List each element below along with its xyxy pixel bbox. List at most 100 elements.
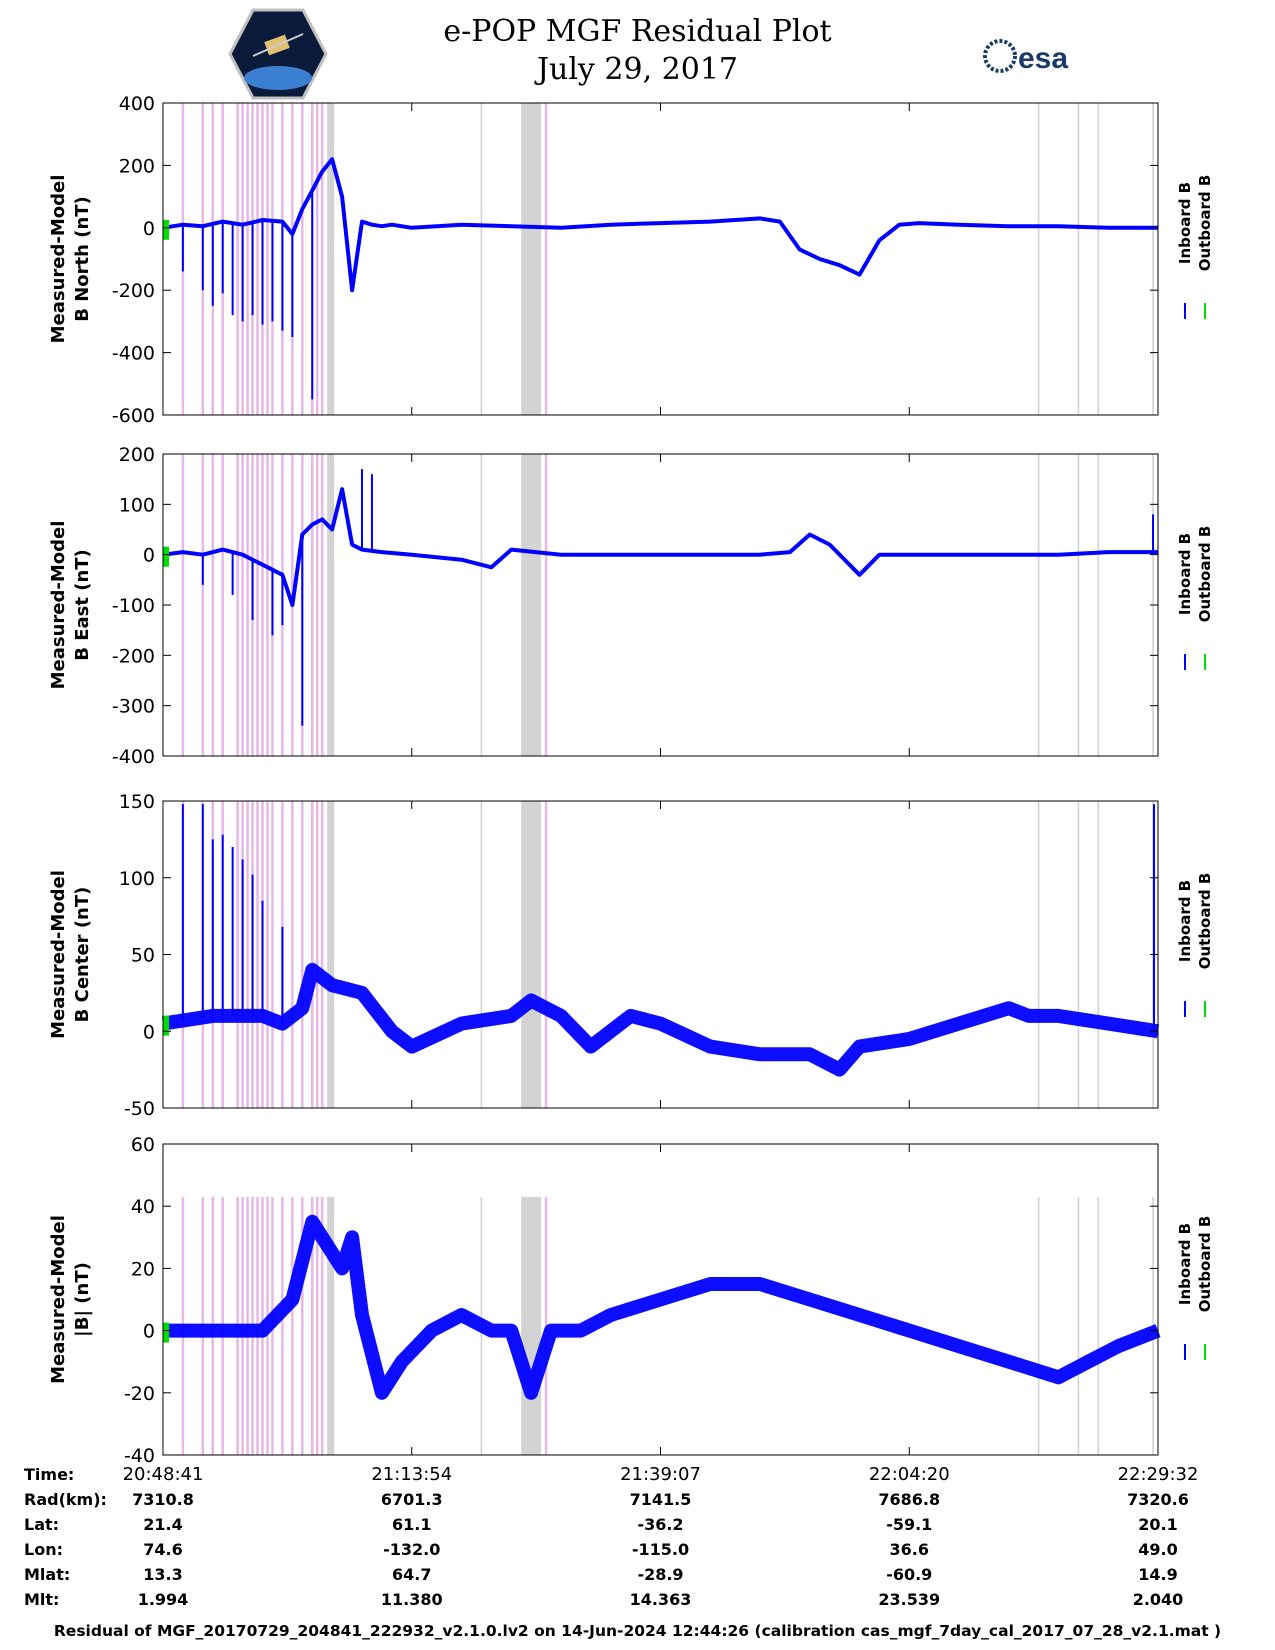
y-tick-label: 0	[143, 218, 155, 240]
legend: Inboard B Outboard B	[1176, 873, 1214, 970]
gray-band-block	[327, 1196, 335, 1455]
axis-cell-value: 14.363	[630, 1590, 692, 1609]
axis-cell-value: 20:48:41	[123, 1464, 204, 1485]
axis-row-label: Lon:	[24, 1540, 63, 1559]
y-axis-label: Measured-Model |B| (nT)	[48, 1215, 93, 1384]
axis-row-label: Mlat:	[24, 1565, 70, 1584]
legend: Inboard B Outboard B	[1176, 526, 1214, 623]
axis-cell-value: -132.0	[383, 1540, 440, 1559]
legend: Inboard B Outboard B	[1176, 1216, 1214, 1313]
y-tick-label: 400	[119, 93, 155, 115]
axis-cell-value: 7320.6	[1127, 1490, 1189, 1509]
axis-cell-value: 6701.3	[381, 1490, 443, 1509]
y-axis-label-line: B North (nT)	[72, 196, 93, 322]
legend-entry: Outboard B	[1196, 873, 1214, 970]
y-tick-label: 100	[119, 494, 155, 516]
axis-row-label: Lat:	[24, 1515, 59, 1534]
series-line-inboard	[162, 157, 1158, 293]
y-tick-label: 60	[131, 1134, 155, 1156]
y-tick-label: 50	[131, 945, 155, 967]
y-tick-label: 0	[143, 1021, 155, 1043]
y-axis-label-line: |B| (nT)	[72, 1262, 93, 1337]
footer-caption: Residual of MGF_20170729_204841_222932_v…	[53, 1622, 1222, 1640]
legend-entry: Outboard B	[1196, 1216, 1214, 1313]
axis-cell-value: -28.9	[637, 1565, 683, 1584]
axis-cell-value: 21:13:54	[371, 1464, 452, 1485]
axis-cell-value: 11.380	[381, 1590, 443, 1609]
y-axis-label: Measured-Model B East (nT)	[48, 521, 93, 690]
axis-cell-value: 36.6	[890, 1540, 929, 1559]
axis-cell-value: 64.7	[392, 1565, 431, 1584]
axis-cell-value: 61.1	[392, 1515, 431, 1534]
series-line-inboard	[162, 487, 1158, 607]
y-tick-label: 200	[119, 444, 155, 466]
axis-cell-value: 49.0	[1138, 1540, 1177, 1559]
series-line-inboard	[163, 1214, 1161, 1400]
y-tick-label: 150	[119, 791, 155, 813]
y-tick-label: -40	[124, 1445, 155, 1467]
legend-entry: Inboard B	[1176, 533, 1194, 615]
axis-cell-value: 1.994	[138, 1590, 189, 1609]
title-line2: July 29, 2017	[536, 52, 739, 87]
axis-cell-value: -36.2	[637, 1515, 683, 1534]
y-tick-label: 0	[143, 545, 155, 567]
y-axis-label-line: Measured-Model	[48, 175, 69, 344]
axis-cell-value: 2.040	[1133, 1590, 1184, 1609]
axis-cell-value: 74.6	[143, 1540, 182, 1559]
y-tick-label: 40	[131, 1196, 155, 1218]
y-axis-label-line: B East (nT)	[72, 549, 93, 661]
y-tick-label: 0	[143, 1321, 155, 1343]
y-axis-label-line: Measured-Model	[48, 521, 69, 690]
axis-row-label: Mlt:	[24, 1590, 59, 1609]
gray-band-block	[327, 103, 335, 415]
y-tick-label: -200	[112, 280, 155, 302]
gray-band-block	[521, 801, 542, 1108]
axis-cell-value: 14.9	[1138, 1565, 1177, 1584]
gray-band-block	[521, 103, 542, 415]
y-tick-label: -100	[112, 595, 155, 617]
legend-entry: Outboard B	[1196, 175, 1214, 272]
legend-entry: Inboard B	[1176, 1223, 1194, 1305]
axis-cell-value: -115.0	[632, 1540, 689, 1559]
gray-band-block	[521, 454, 542, 756]
axis-cell-value: 21:39:07	[620, 1464, 701, 1485]
y-axis-label-line: B Center (nT)	[72, 887, 93, 1023]
legend: Inboard B Outboard B	[1176, 175, 1214, 272]
axis-row-label: Time:	[24, 1465, 74, 1484]
y-tick-label: -400	[112, 343, 155, 365]
y-tick-label: -300	[112, 696, 155, 718]
legend-entry: Outboard B	[1196, 526, 1214, 623]
y-axis-label: Measured-Model B Center (nT)	[48, 870, 93, 1039]
axis-cell-value: 22:29:32	[1118, 1464, 1199, 1485]
axis-cell-value: -59.1	[886, 1515, 932, 1534]
y-tick-label: -50	[124, 1098, 155, 1120]
y-tick-label: -20	[124, 1383, 155, 1405]
svg-text:esa: esa	[1018, 42, 1068, 75]
y-tick-label: -600	[112, 405, 155, 427]
axis-cell-value: 21.4	[143, 1515, 182, 1534]
series-line-inboard	[161, 962, 1160, 1077]
y-axis-label-line: Measured-Model	[48, 870, 69, 1039]
axis-cell-value: 7141.5	[630, 1490, 692, 1509]
esa-logo: esa	[983, 39, 1068, 75]
y-tick-label: 20	[131, 1258, 155, 1280]
y-tick-label: -200	[112, 645, 155, 667]
y-tick-label: 200	[119, 155, 155, 177]
title-line1: e-POP MGF Residual Plot	[443, 14, 832, 49]
gray-band-block	[327, 454, 335, 756]
axis-cell-value: 7310.8	[132, 1490, 194, 1509]
legend-entry: Inboard B	[1176, 182, 1194, 264]
y-axis-label-line: Measured-Model	[48, 1215, 69, 1384]
axis-cell-value: 23.539	[878, 1590, 940, 1609]
axis-cell-value: -60.9	[886, 1565, 932, 1584]
axis-cell-value: 7686.8	[878, 1490, 940, 1509]
y-tick-label: -400	[112, 746, 155, 768]
gray-band-block	[327, 801, 335, 1108]
axis-cell-value: 20.1	[1138, 1515, 1177, 1534]
axis-cell-value: 13.3	[143, 1565, 182, 1584]
legend-entry: Inboard B	[1176, 880, 1194, 962]
y-axis-label: Measured-Model B North (nT)	[48, 175, 93, 344]
axis-cell-value: 22:04:20	[869, 1464, 950, 1485]
y-tick-label: 100	[119, 868, 155, 890]
